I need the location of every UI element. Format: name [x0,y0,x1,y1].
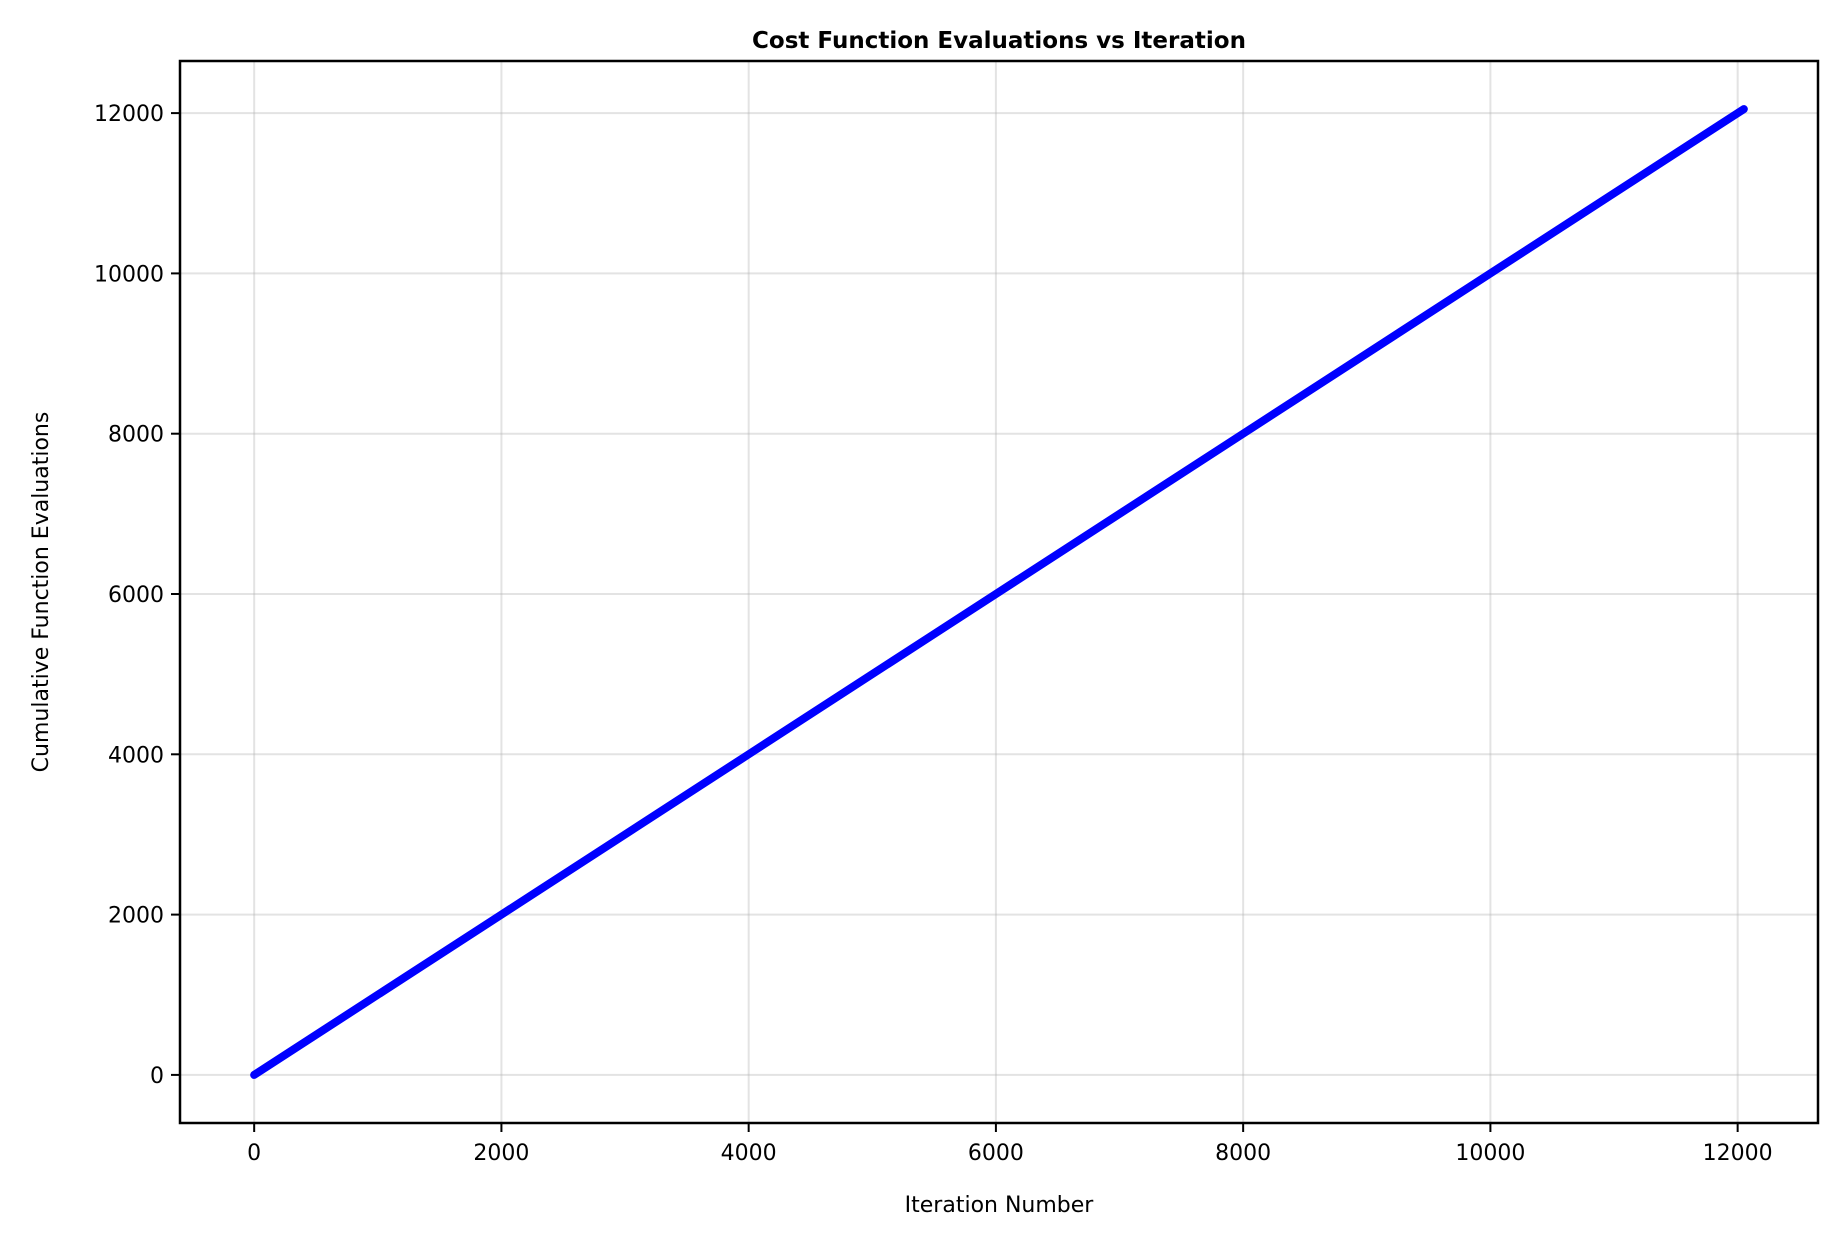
y-tick-label: 12000 [94,102,164,127]
chart-title: Cost Function Evaluations vs Iteration [752,28,1246,54]
x-tick-label: 4000 [721,1141,777,1166]
grid [180,61,1818,1123]
x-tick-label: 12000 [1703,1141,1773,1166]
x-axis-label: Iteration Number [905,1193,1095,1218]
y-tick-label: 0 [150,1064,164,1089]
x-tick-label: 8000 [1215,1141,1271,1166]
ticks: 0 2000 4000 6000 8000 10000 12000 0 2000 4000 6000… [94,102,1773,1166]
plot-frame [178,59,1820,1125]
y-tick-label: 6000 [108,583,164,608]
y-tick-label: 2000 [108,904,164,929]
series-layer [250,105,1748,1079]
y-tick-label: 4000 [108,743,164,768]
series-line [250,105,1748,1079]
y-tick-label: 8000 [108,423,164,448]
x-tick-label: 0 [247,1141,261,1166]
x-tick-label: 2000 [473,1141,529,1166]
x-tick-label: 6000 [968,1141,1024,1166]
y-axis-label: Cumulative Function Evaluations [29,412,54,773]
y-tick-label: 10000 [94,262,164,287]
x-tick-label: 10000 [1455,1141,1525,1166]
